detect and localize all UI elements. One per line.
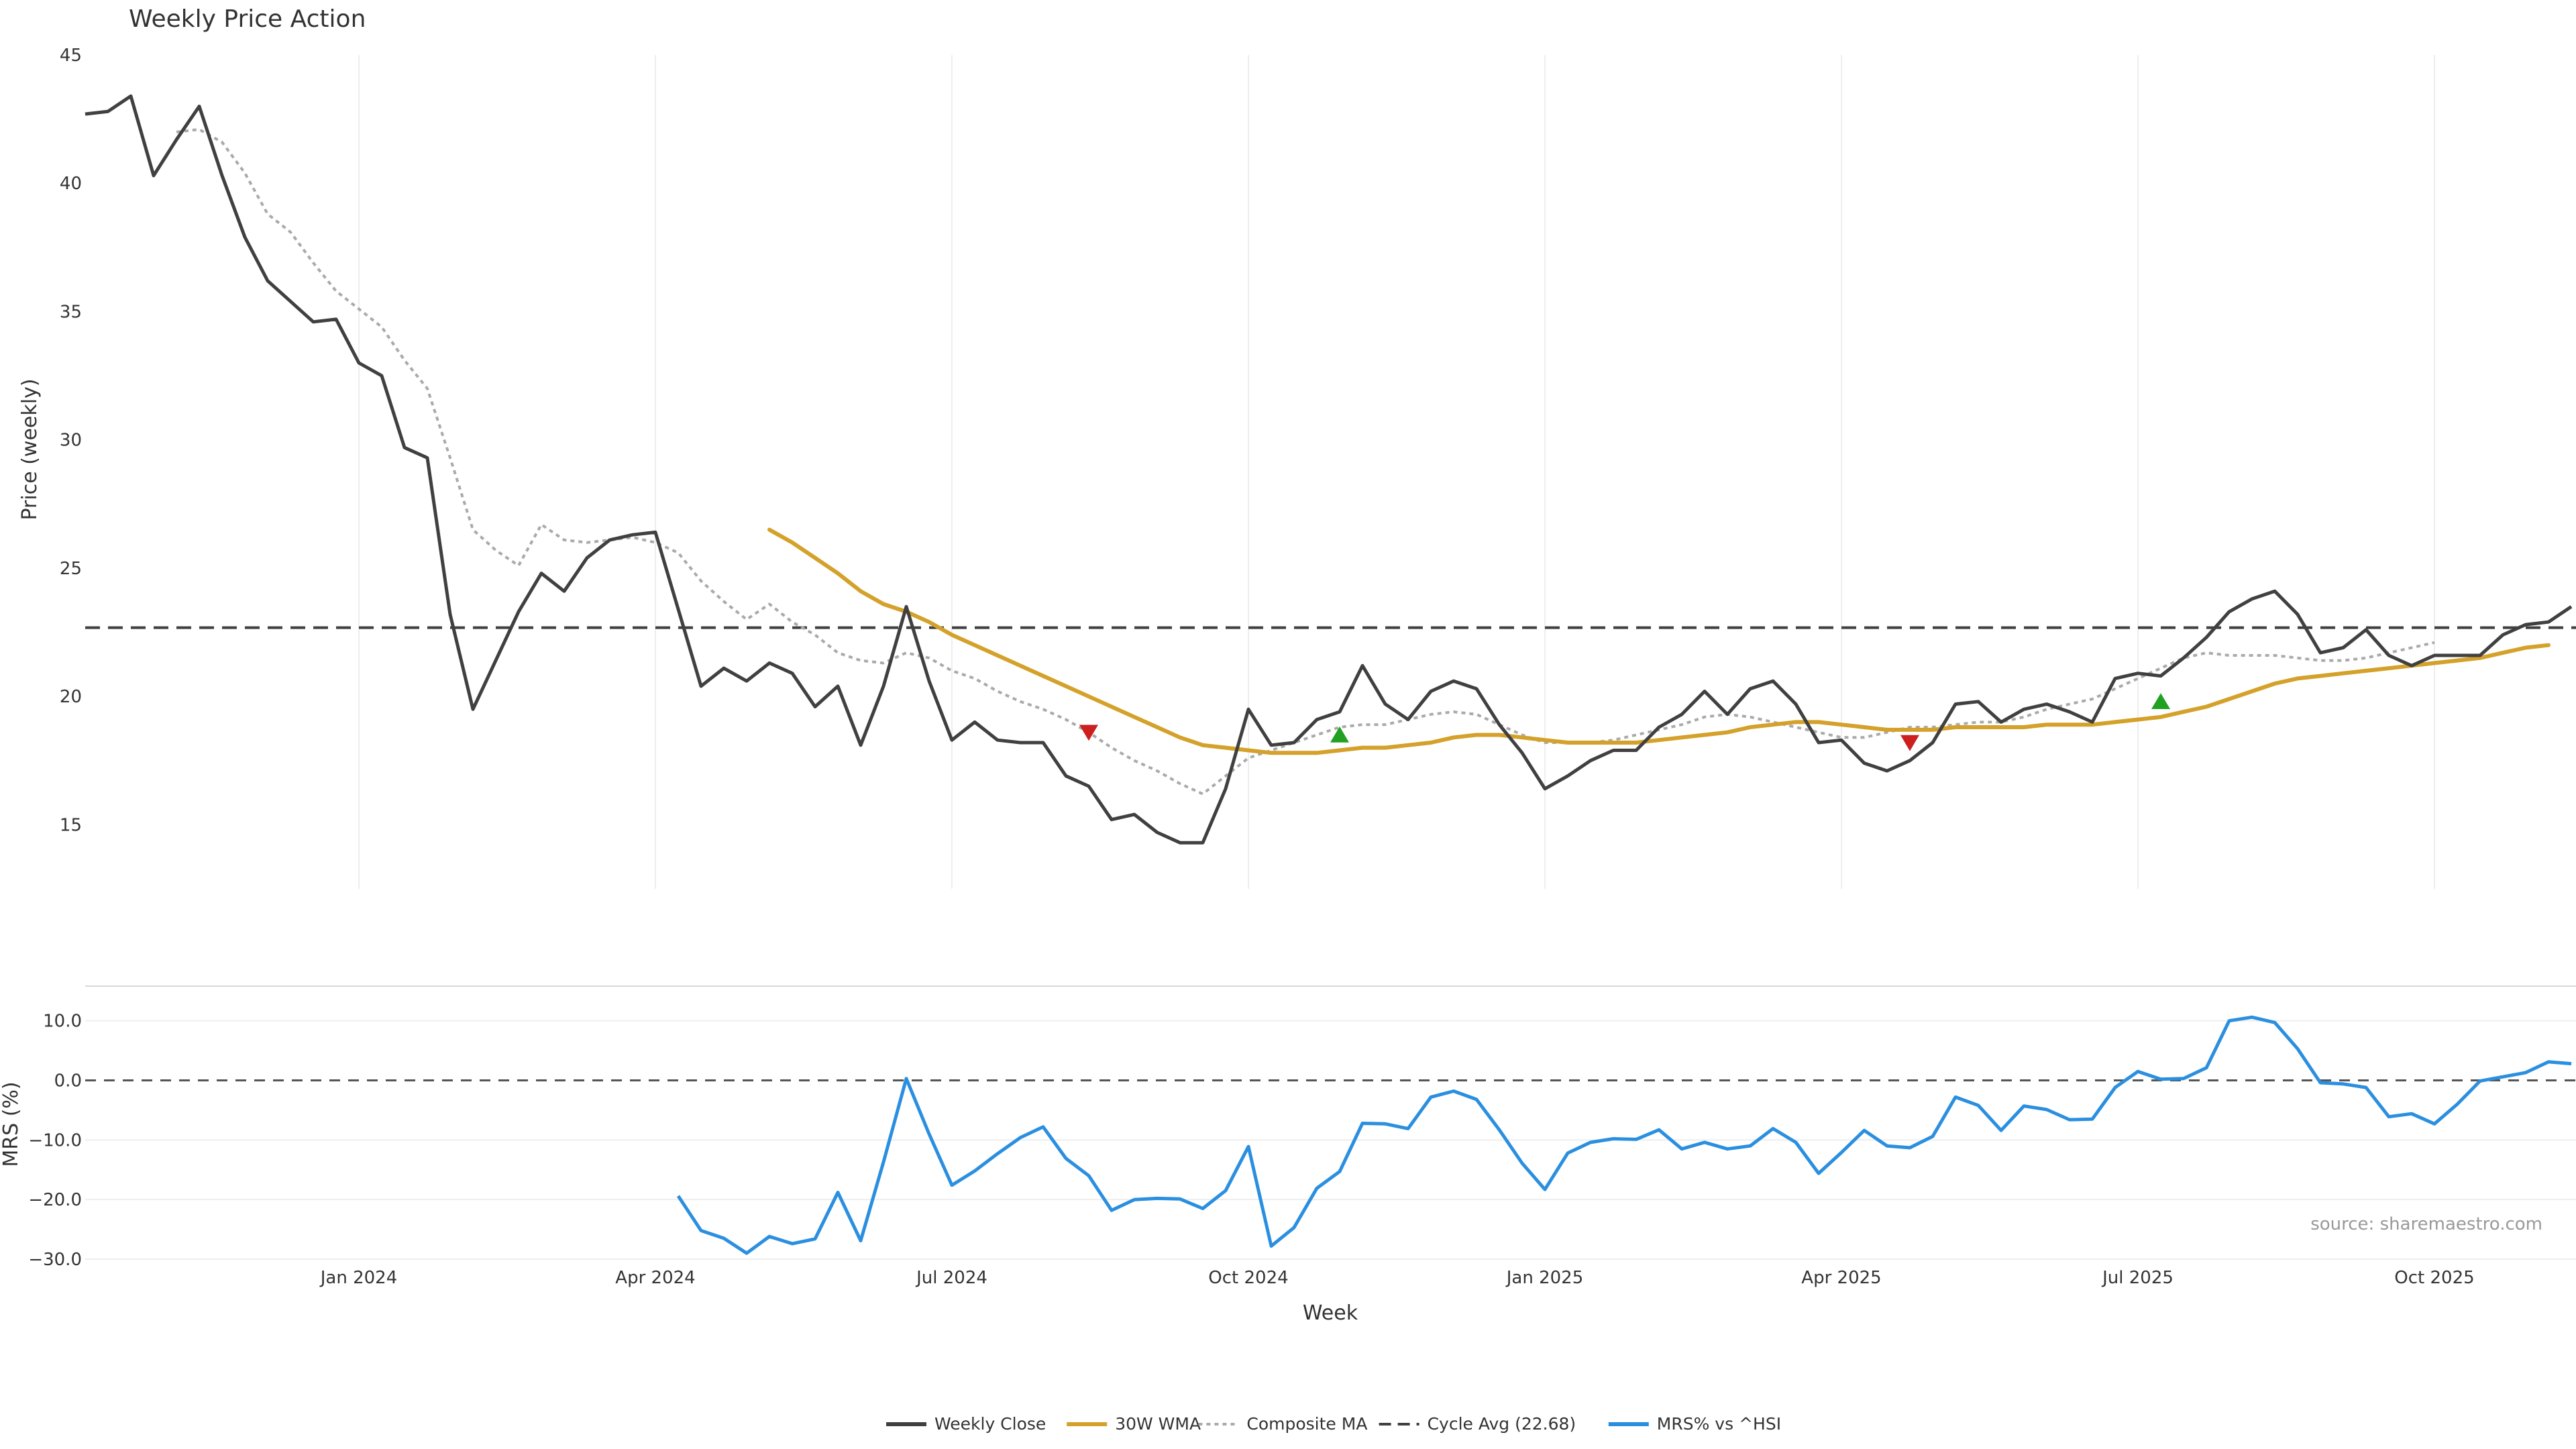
chart-title: Weekly Price Action bbox=[129, 5, 366, 33]
weekly-close-line bbox=[85, 94, 2573, 845]
legend-item: Cycle Avg (22.68) bbox=[1379, 1414, 1576, 1434]
legend-item: Weekly Close bbox=[886, 1414, 1046, 1434]
x-tick-label: Oct 2025 bbox=[2394, 1268, 2474, 1288]
x-axis-ticks: Jan 2024 Apr 2024 Jul 2024 Oct 2024 Jan 2025… bbox=[319, 1268, 2475, 1288]
price-panel: Weekly Price Action Price (weekly) 15 20 2… bbox=[18, 5, 2576, 889]
mrs-y-tick-label: −10.0 bbox=[28, 1130, 82, 1150]
price-y-ticks: 15 20 25 30 35 40 45 bbox=[60, 46, 82, 835]
mrs-y-tick-label: 10.0 bbox=[43, 1012, 82, 1032]
buy-signal-marker bbox=[1330, 726, 1349, 743]
sell-signal-marker bbox=[1079, 724, 1098, 741]
mrs-y-tick-label: −30.0 bbox=[28, 1250, 82, 1270]
buy-signal-marker bbox=[2151, 693, 2170, 710]
legend: Weekly Close 30W WMA Composite MA Cycle Avg… bbox=[886, 1414, 1781, 1434]
price-series bbox=[85, 94, 2576, 845]
price-y-tick-label: 40 bbox=[60, 174, 82, 194]
mrs-y-tick-label: 0.0 bbox=[54, 1071, 82, 1091]
x-tick-label: Jul 2024 bbox=[915, 1268, 987, 1288]
mrs-gridlines bbox=[85, 985, 2576, 1260]
wma30-line bbox=[767, 527, 2551, 755]
legend-item: 30W WMA bbox=[1067, 1414, 1201, 1434]
price-y-tick-label: 20 bbox=[60, 687, 82, 707]
price-axis-label: Price (weekly) bbox=[18, 378, 42, 520]
mrs-line bbox=[676, 1015, 2572, 1255]
price-y-tick-label: 15 bbox=[60, 815, 82, 835]
x-tick-label: Apr 2024 bbox=[615, 1268, 695, 1288]
legend-label: Composite MA bbox=[1246, 1414, 1367, 1434]
mrs-panel: MRS (%) 10.0 0.0 −10.0 −20.0 −30.0 source: s… bbox=[0, 985, 2576, 1325]
price-gridlines bbox=[358, 55, 2435, 889]
x-tick-label: Jan 2025 bbox=[1505, 1268, 1584, 1288]
price-y-tick-label: 45 bbox=[60, 46, 82, 66]
legend-label: MRS% vs ^HSI bbox=[1657, 1414, 1781, 1434]
legend-label: Cycle Avg (22.68) bbox=[1428, 1414, 1576, 1434]
price-y-tick-label: 25 bbox=[60, 559, 82, 579]
signal-markers bbox=[1079, 693, 2170, 751]
source-annotation: source: sharemaestro.com bbox=[2310, 1214, 2542, 1234]
x-tick-label: Jul 2025 bbox=[2101, 1268, 2174, 1288]
mrs-y-tick-label: −20.0 bbox=[28, 1190, 82, 1210]
x-axis-label: Week bbox=[1303, 1301, 1358, 1325]
x-tick-label: Jan 2024 bbox=[319, 1268, 398, 1288]
legend-label: Weekly Close bbox=[934, 1414, 1046, 1434]
legend-label: 30W WMA bbox=[1115, 1414, 1201, 1434]
composite-ma-line bbox=[176, 127, 2435, 796]
sell-signal-marker bbox=[1900, 735, 1919, 751]
x-tick-label: Apr 2025 bbox=[1801, 1268, 1881, 1288]
mrs-series bbox=[676, 1015, 2572, 1255]
legend-item: MRS% vs ^HSI bbox=[1608, 1414, 1781, 1434]
mrs-y-ticks: 10.0 0.0 −10.0 −20.0 −30.0 bbox=[28, 1012, 82, 1270]
legend-item: Composite MA bbox=[1198, 1414, 1367, 1434]
mrs-axis-label: MRS (%) bbox=[0, 1081, 23, 1167]
x-tick-label: Oct 2024 bbox=[1208, 1268, 1288, 1288]
price-y-tick-label: 35 bbox=[60, 302, 82, 322]
price-y-tick-label: 30 bbox=[60, 431, 82, 451]
